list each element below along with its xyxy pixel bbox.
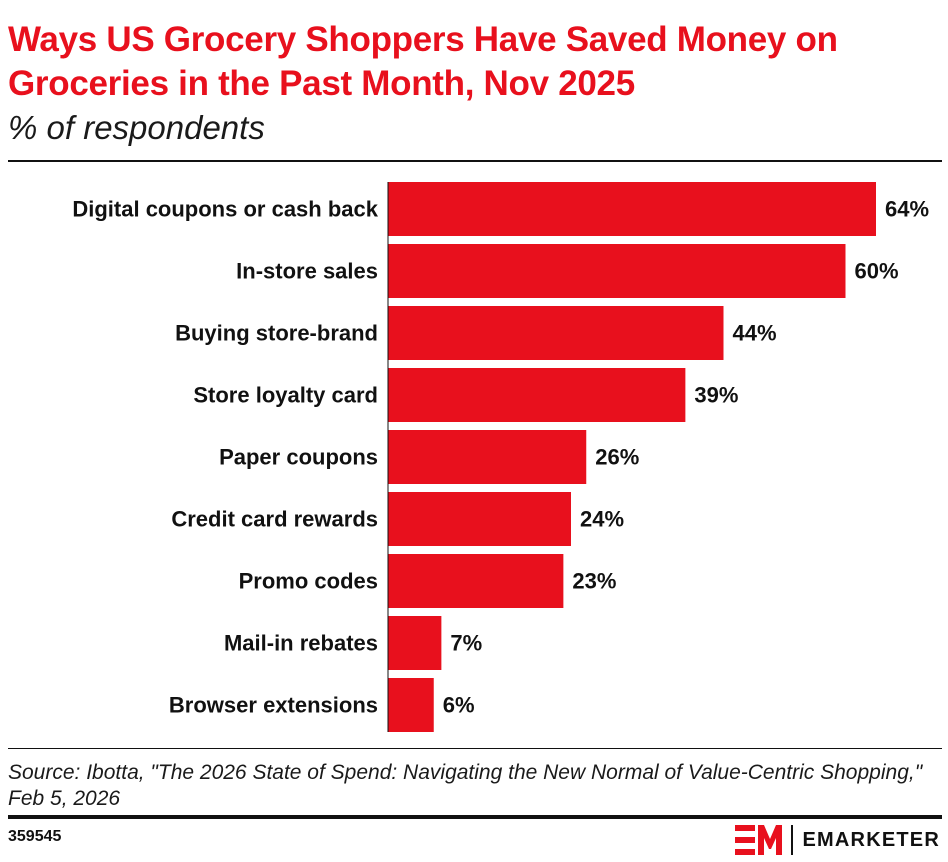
bar-mail-in-rebates [388,616,442,670]
category-label-paper-coupons: Paper coupons [219,445,378,470]
bar-credit-card-rewards [388,492,571,546]
value-label-paper-coupons: 26% [595,445,639,470]
bar-promo-codes [388,554,564,608]
emarketer-logo: EMARKETER [734,823,940,857]
value-label-browser-extensions: 6% [443,693,475,718]
category-label-browser-extensions: Browser extensions [169,693,378,718]
chart-subtitle: % of respondents [8,109,265,146]
bar-digital-coupons-or-cash-back [388,182,876,236]
bar-store-loyalty-card [388,368,686,422]
chart-id: 359545 [8,828,62,845]
logo-separator [790,825,793,855]
bar-chart: Digital coupons or cash back 64% In-store … [72,182,929,732]
bar-paper-coupons [388,430,587,484]
value-label-digital-coupons-or-cash-back: 64% [885,197,929,222]
category-label-store-loyalty-card: Store loyalty card [193,383,378,408]
bottom-divider [8,815,942,819]
value-label-mail-in-rebates: 7% [450,631,482,656]
bar-buying-store-brand [388,306,724,360]
bar-in-store-sales [388,244,846,298]
bar-browser-extensions [388,678,434,732]
value-label-store-loyalty-card: 39% [694,383,738,408]
source-divider [8,748,942,749]
value-label-promo-codes: 23% [572,569,616,594]
category-label-digital-coupons-or-cash-back: Digital coupons or cash back [72,197,378,222]
value-label-in-store-sales: 60% [855,259,899,284]
brand-name: EMARKETER [802,828,940,851]
chart-title: Ways US Grocery Shoppers Have Saved Mone… [8,20,838,103]
category-label-promo-codes: Promo codes [239,569,378,594]
top-divider [8,160,942,162]
value-label-buying-store-brand: 44% [733,321,777,346]
em-logo-icon [734,825,782,855]
category-label-in-store-sales: In-store sales [236,259,378,284]
category-label-buying-store-brand: Buying store-brand [175,321,378,346]
source-note: Source: Ibotta, "The 2026 State of Spend… [8,761,923,810]
value-label-credit-card-rewards: 24% [580,507,624,532]
category-label-credit-card-rewards: Credit card rewards [171,507,378,532]
category-label-mail-in-rebates: Mail-in rebates [224,631,378,656]
